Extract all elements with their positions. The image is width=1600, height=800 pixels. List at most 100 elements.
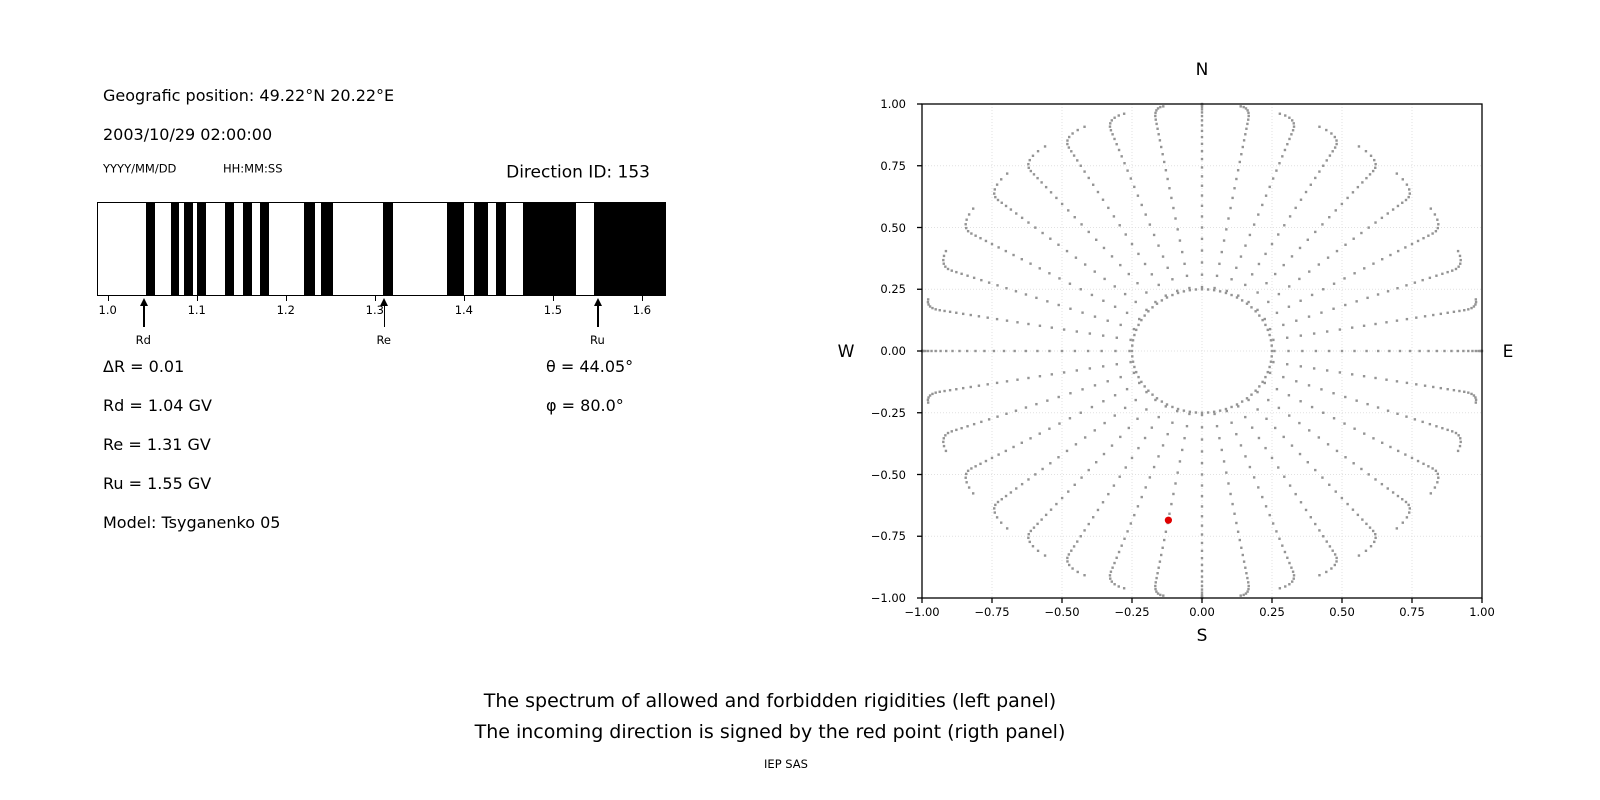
direction-grid-dot [1268,365,1271,369]
direction-grid-dot [1290,255,1294,258]
direction-grid-dot [1093,315,1097,318]
x-axis-tick-label: 1.4 [454,303,473,317]
direction-grid-dot [979,236,982,240]
direction-grid-dot [1044,185,1048,189]
direction-grid-dot [1087,522,1090,526]
direction-grid-dot [1091,516,1095,519]
direction-grid-dot [1333,563,1337,567]
direction-grid-dot [1113,394,1117,397]
direction-grid-dot [1070,549,1073,552]
direction-grid-dot [966,274,969,277]
direction-grid-dot [1248,465,1252,469]
direction-grid-dot [1038,375,1042,378]
direction-grid-dot [1127,426,1130,430]
direction-grid-dot [1145,308,1148,312]
direction-grid-dot [1257,262,1261,266]
direction-grid-dot [1346,196,1349,200]
direction-grid-dot [1230,405,1233,409]
direction-grid-dot [1241,553,1244,557]
direction-grid-dot [1120,155,1123,158]
direction-grid-dot [1090,293,1094,297]
direction-grid-dot [1386,409,1390,412]
direction-grid-dot [992,349,996,353]
direction-grid-dot [1439,312,1443,316]
direction-grid-dot [1157,244,1160,247]
cutoff-arrow-label: Ru [590,333,605,347]
direction-grid-dot [1338,328,1342,331]
geographic-position-text: Geografic position: 49.22°N 20.22°E [103,86,395,105]
direction-grid-dot [1166,266,1169,270]
direction-grid-dot [1200,175,1204,178]
direction-grid-dot [1145,291,1148,294]
direction-grid-dot [1436,226,1439,230]
delta-r-value: ΔR = 0.01 [103,357,185,376]
direction-grid-dot [942,440,945,444]
direction-grid-dot [1110,580,1113,583]
direction-grid-dot [1074,256,1078,259]
direction-grid-dot [1474,349,1478,353]
x-axis-tick [107,296,109,301]
direction-grid-dot [969,313,972,317]
direction-grid-dot [1340,349,1344,353]
direction-grid-dot [1088,332,1092,335]
direction-grid-dot [1247,587,1250,591]
direction-grid-dot [1240,400,1244,403]
direction-grid-dot [1055,196,1058,200]
direction-grid-dot [942,437,945,440]
direction-grid-dot [1130,349,1134,353]
direction-grid-dot [926,401,930,404]
direction-grid-dot [1151,393,1154,396]
direction-grid-dot [1110,119,1113,122]
direction-grid-dot [1463,390,1466,393]
direction-grid-dot [1068,417,1072,420]
direction-grid-dot [1176,407,1180,411]
direction-grid-dot [1160,145,1163,149]
direction-grid-dot [1452,388,1456,392]
direction-grid-dot [1096,508,1100,512]
direction-grid-dot [1386,290,1390,293]
direction-grid-dot [1029,262,1032,265]
direction-grid-dot [1462,349,1465,353]
direction-grid-dot [1005,380,1009,383]
x-axis-tick-label: −0.25 [1114,605,1150,619]
direction-grid-dot [1174,482,1177,485]
direction-grid-dot [1200,413,1204,417]
direction-grid-dot [1322,411,1325,414]
direction-grid-dot [1404,453,1407,456]
direction-grid-dot [1225,289,1228,293]
direction-grid-dot [1224,407,1228,411]
direction-grid-dot [1109,122,1112,125]
direction-grid-dot [1459,440,1462,444]
direction-grid-dot [1374,536,1377,540]
direction-grid-dot [1038,267,1041,270]
direction-grid-dot [1443,349,1446,353]
direction-grid-dot [1119,375,1122,379]
direction-grid-dot [1389,445,1392,449]
direction-grid-dot [1171,293,1174,297]
direction-grid-dot [1076,128,1079,132]
direction-grid-dot [930,349,933,353]
direction-grid-dot [1168,512,1171,515]
direction-grid-dot [1346,502,1349,506]
direction-grid-dot [1344,395,1347,399]
direction-grid-dot [1298,246,1302,250]
direction-grid-dot [1162,105,1165,108]
direction-grid-dot [1107,206,1110,210]
direction-grid-dot [1140,380,1143,384]
direction-grid-dot [1299,365,1303,368]
direction-grid-dot [1457,434,1460,437]
direction-grid-dot [1014,409,1018,412]
direction-grid-dot [1408,192,1411,195]
rd-value: Rd = 1.04 GV [103,396,212,415]
direction-grid-dot [1152,233,1156,237]
direction-grid-dot [1288,116,1291,119]
direction-grid-dot [965,218,968,221]
direction-grid-dot [1244,566,1247,569]
direction-grid-dot [1244,107,1248,110]
direction-grid-dot [1366,296,1369,300]
direction-grid-dot [1292,122,1295,125]
direction-grid-dot [1117,114,1120,117]
direction-grid-dot [1160,553,1163,557]
direction-grid-dot [961,312,965,316]
direction-grid-dot [1119,323,1122,327]
